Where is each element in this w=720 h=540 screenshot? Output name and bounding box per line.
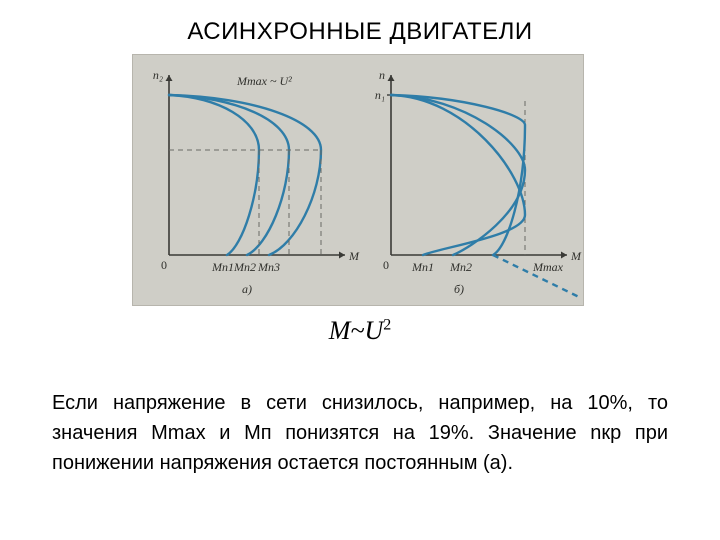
figure-svg: n₂MMmax ~ U²0Mп1Mп2Mп3а)nMn₁0Mп1Mп2Mmaxб… bbox=[133, 55, 583, 305]
svg-text:n: n bbox=[379, 68, 385, 82]
svg-text:M: M bbox=[348, 249, 360, 263]
svg-text:Mп2: Mп2 bbox=[233, 260, 256, 274]
svg-text:Mmax: Mmax bbox=[532, 260, 564, 274]
formula-lhs: M bbox=[329, 316, 351, 345]
formula-tilde: ~ bbox=[350, 316, 364, 345]
svg-text:0: 0 bbox=[161, 258, 167, 272]
svg-text:M: M bbox=[570, 249, 582, 263]
svg-text:n₁: n₁ bbox=[375, 88, 385, 102]
svg-text:Mп1: Mп1 bbox=[211, 260, 234, 274]
body-paragraph: Если напряжение в сети снизилось, наприм… bbox=[52, 388, 668, 478]
formula: M~U2 bbox=[0, 316, 720, 346]
svg-text:Mmax ~ U²: Mmax ~ U² bbox=[236, 74, 292, 88]
svg-text:а): а) bbox=[242, 282, 252, 296]
svg-text:б): б) bbox=[454, 282, 464, 296]
svg-text:Mп2: Mп2 bbox=[449, 260, 472, 274]
figure-region: n₂MMmax ~ U²0Mп1Mп2Mп3а)nMn₁0Mп1Mп2Mmaxб… bbox=[132, 54, 584, 306]
svg-text:0: 0 bbox=[383, 258, 389, 272]
svg-text:n₂: n₂ bbox=[153, 68, 163, 82]
formula-rhs-exp: 2 bbox=[383, 316, 391, 333]
svg-text:Mп1: Mп1 bbox=[411, 260, 434, 274]
formula-rhs-base: U bbox=[364, 316, 383, 345]
page-title: АСИНХРОННЫЕ ДВИГАТЕЛИ bbox=[0, 18, 720, 46]
svg-text:Mп3: Mп3 bbox=[257, 260, 280, 274]
